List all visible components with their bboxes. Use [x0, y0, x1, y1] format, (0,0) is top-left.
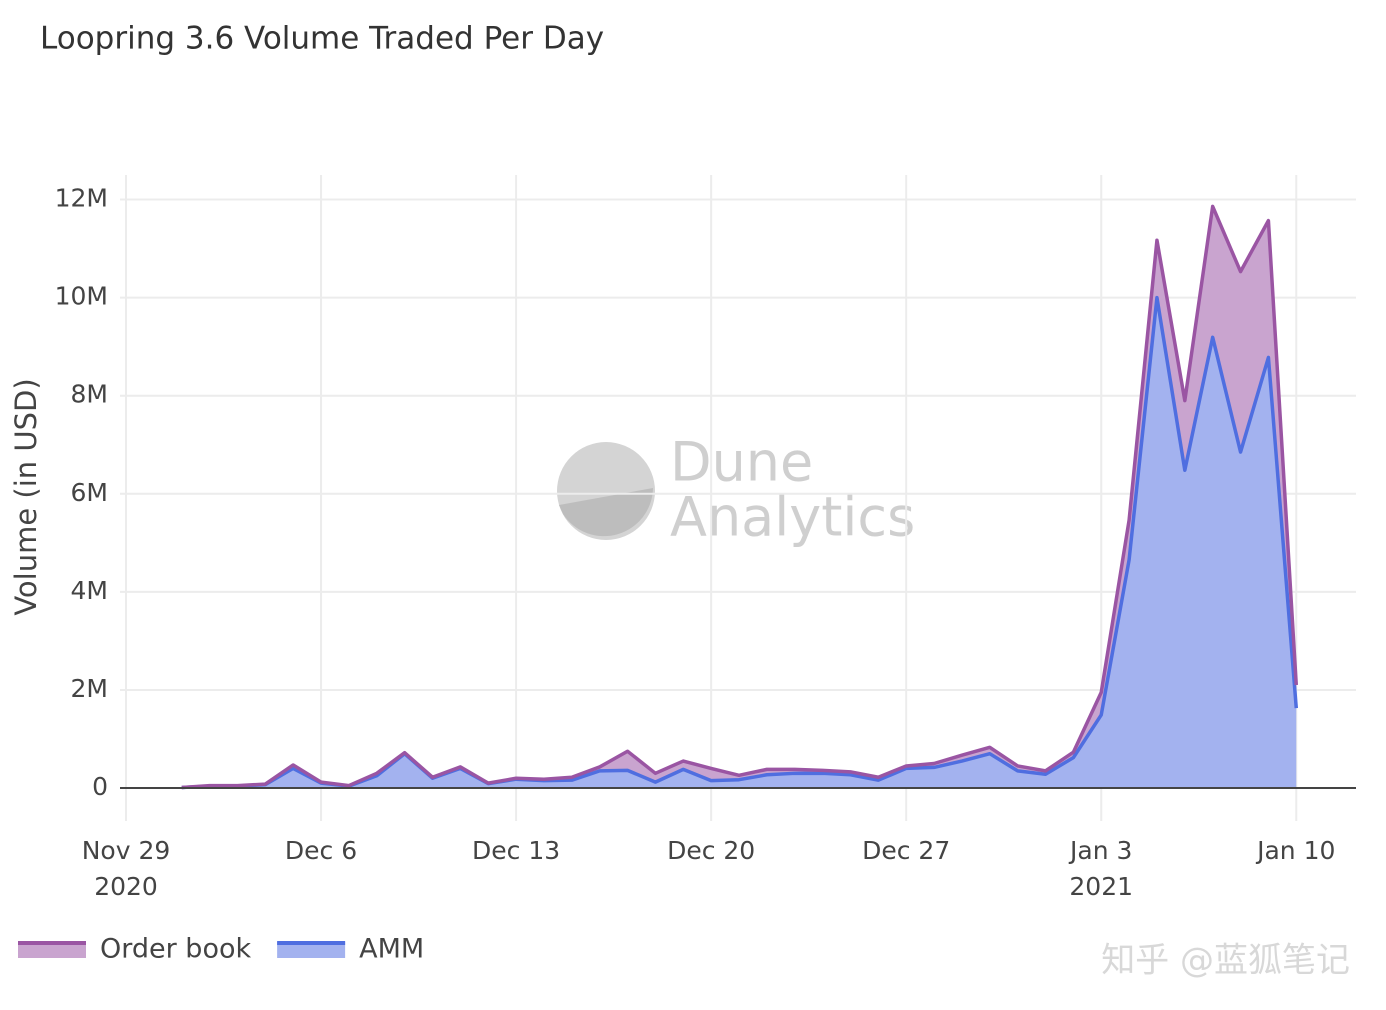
legend-label: AMM: [359, 934, 424, 965]
area-fill: [181, 297, 1297, 789]
x-tick-label: Dec 27: [862, 836, 950, 865]
watermark-logo: [559, 488, 653, 537]
x-tick-label: Nov 29 2020: [82, 836, 171, 901]
watermark-text: Dune: [670, 431, 813, 494]
y-tick-label: 0: [92, 772, 108, 801]
y-tick-label: 12M: [55, 184, 108, 213]
y-tick-label: 2M: [71, 674, 108, 703]
y-axis-label: Volume (in USD): [9, 378, 43, 615]
y-tick-label: 8M: [71, 380, 108, 409]
x-tick-label: Dec 20: [667, 836, 755, 865]
y-tick-label: 10M: [55, 282, 108, 311]
series-line: [181, 204, 1299, 790]
legend-swatch: [277, 942, 346, 958]
x-tick-label: Jan 10: [1255, 836, 1335, 865]
y-tick-label: 4M: [71, 576, 108, 605]
legend-swatch: [18, 942, 86, 958]
x-tick-label: Jan 3 2021: [1068, 836, 1133, 901]
y-tick-label: 6M: [71, 478, 108, 507]
chart-title: Loopring 3.6 Volume Traded Per Day: [40, 21, 604, 57]
legend-label: Order book: [100, 934, 251, 965]
watermark-text: Analytics: [670, 486, 915, 549]
credit: 知乎 @蓝狐笔记: [1101, 941, 1350, 981]
x-tick-label: Dec 6: [285, 836, 357, 865]
x-tick-label: Dec 13: [472, 836, 560, 865]
